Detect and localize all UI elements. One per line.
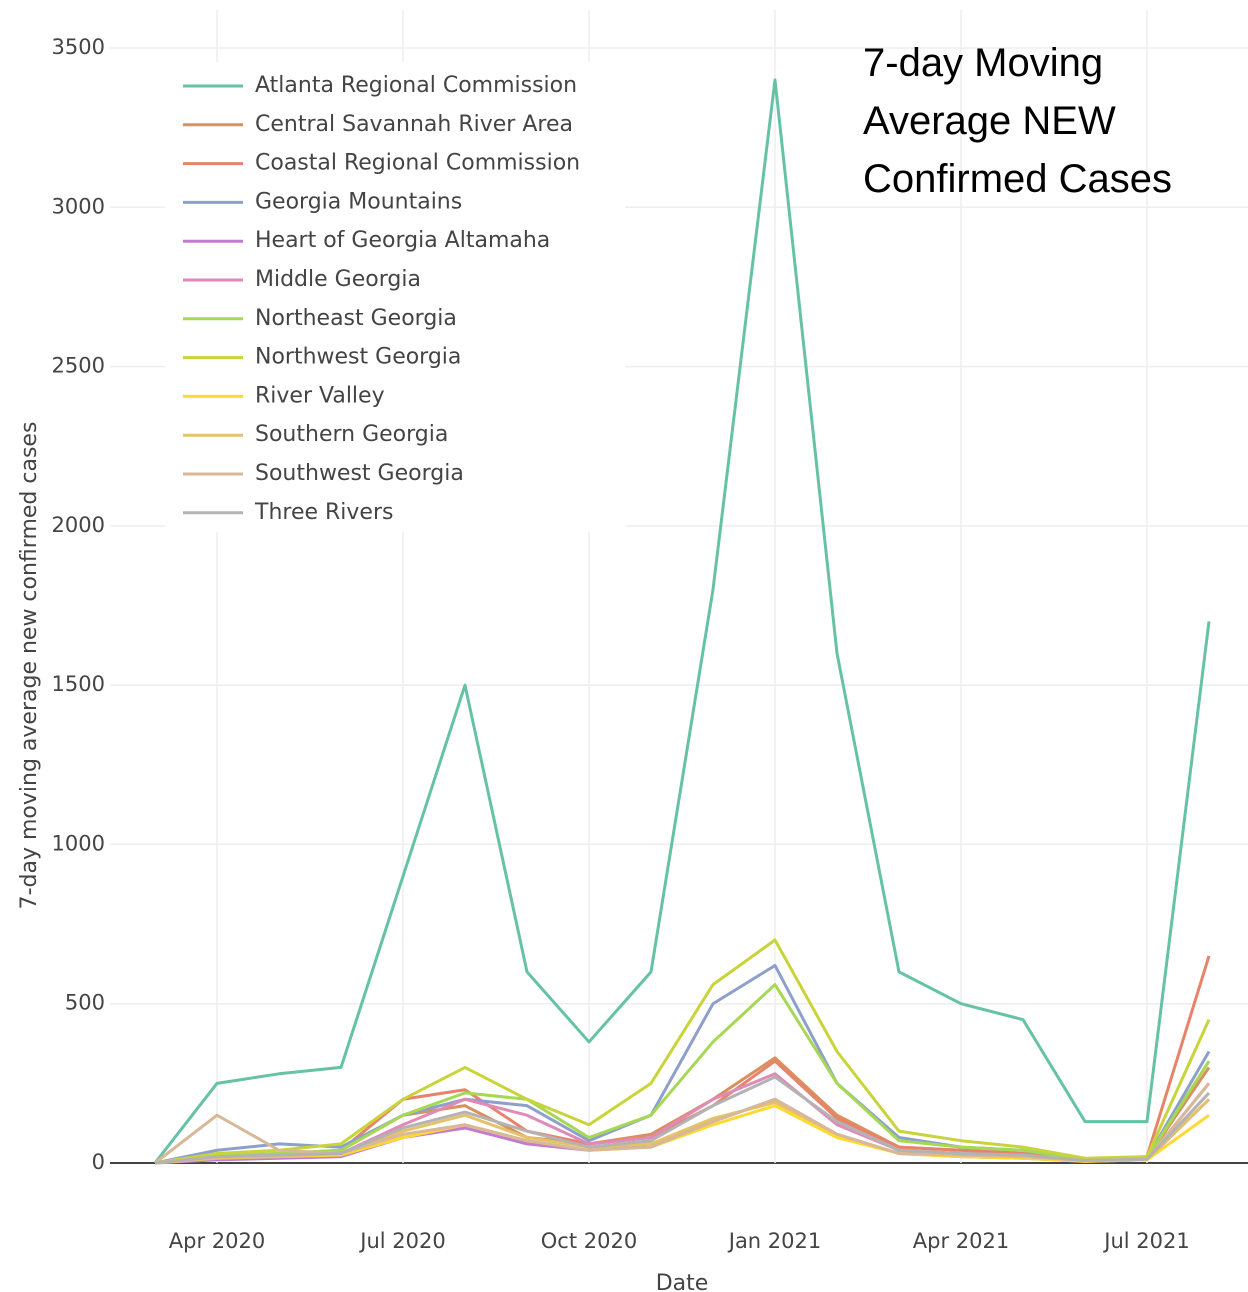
y-tick-label: 2500	[52, 354, 105, 378]
series-line	[154, 1075, 1211, 1165]
x-tick-label: Apr 2021	[913, 1229, 1009, 1253]
chart-title: Confirmed Cases	[863, 157, 1172, 201]
x-tick-label: Jan 2021	[727, 1229, 822, 1253]
x-tick-label: Oct 2020	[541, 1229, 637, 1253]
legend-label: Southern Georgia	[255, 422, 448, 447]
series-line	[154, 983, 1211, 1165]
legend-label: Heart of Georgia Altamaha	[255, 228, 550, 253]
legend-label: Middle Georgia	[255, 267, 421, 292]
legend-label: Southwest Georgia	[255, 461, 464, 486]
legend-label: Central Savannah River Area	[255, 112, 573, 137]
y-tick-label: 3500	[52, 35, 105, 59]
chart-title: 7-day Moving	[863, 41, 1103, 85]
y-tick-label: 2000	[52, 513, 105, 537]
legend-label: Three Rivers	[254, 500, 393, 525]
legend-label: Atlanta Regional Commission	[255, 73, 577, 98]
y-tick-label: 3000	[52, 194, 105, 218]
series-line	[154, 938, 1211, 1165]
legend-label: River Valley	[255, 383, 385, 408]
legend-box	[165, 62, 625, 532]
x-tick-label: Jul 2020	[358, 1229, 445, 1253]
x-tick-label: Apr 2020	[169, 1229, 265, 1253]
legend-label: Georgia Mountains	[255, 189, 462, 214]
legend-label: Northwest Georgia	[255, 345, 461, 370]
y-tick-label: 1500	[52, 672, 105, 696]
x-tick-label: Jul 2021	[1102, 1229, 1189, 1253]
y-axis-title: 7-day moving average new confirmed cases	[17, 422, 42, 910]
y-tick-label: 1000	[52, 831, 105, 855]
series-line	[153, 78, 1211, 1164]
chart-title: Average NEW	[863, 99, 1116, 143]
x-axis-title: Date	[656, 1271, 709, 1292]
legend-label: Coastal Regional Commission	[255, 151, 580, 176]
y-tick-label: 500	[65, 991, 105, 1015]
y-tick-label: 0	[92, 1150, 105, 1174]
legend-label: Northeast Georgia	[255, 306, 457, 331]
